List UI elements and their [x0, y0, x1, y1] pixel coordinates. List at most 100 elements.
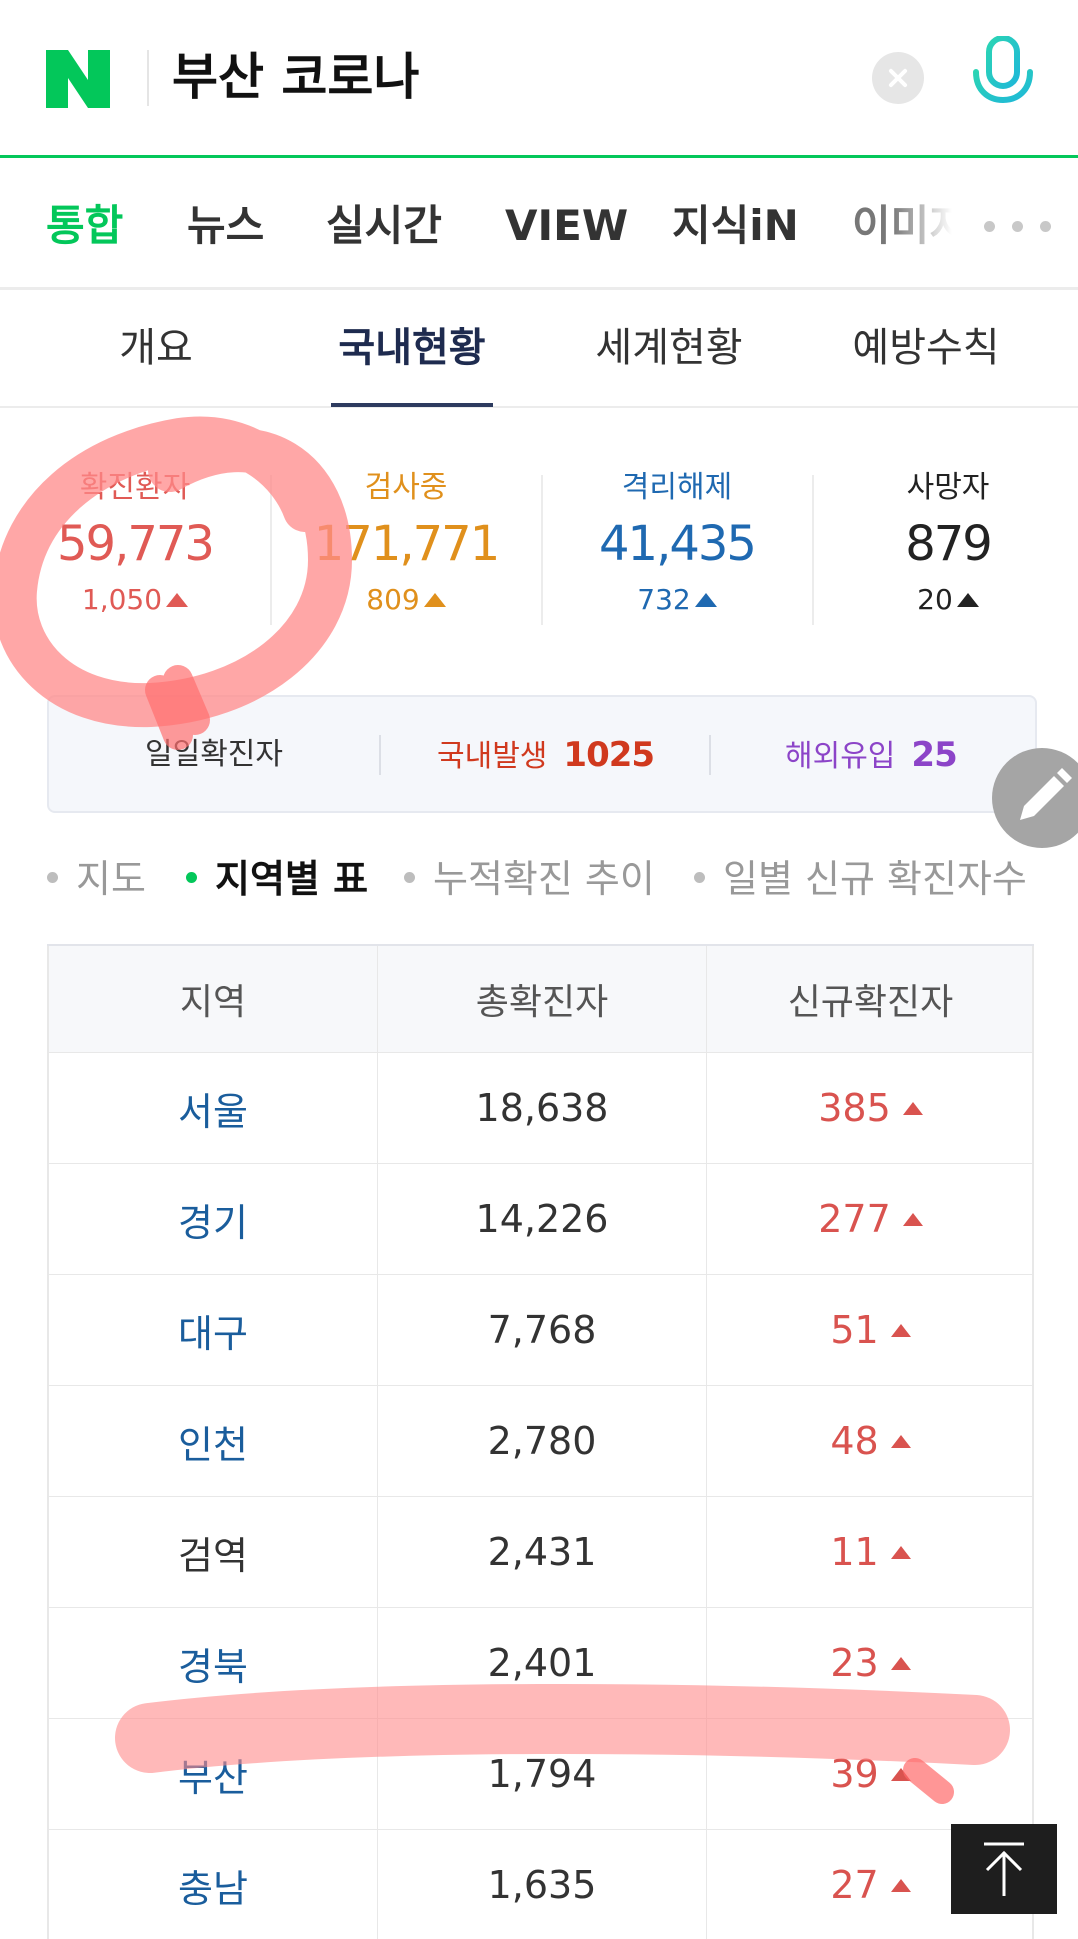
total-cell: 7,768: [378, 1275, 707, 1385]
increase-icon: [890, 1434, 911, 1448]
tab-kin[interactable]: 지식iN: [672, 201, 799, 250]
increase-icon: [694, 593, 717, 607]
clear-search-button[interactable]: [872, 52, 924, 104]
subtab-world[interactable]: 세계현황: [595, 325, 743, 371]
new-cell: 51: [707, 1275, 1034, 1385]
increase-icon: [890, 1767, 911, 1781]
subtab-domestic[interactable]: 국내현황: [338, 325, 486, 371]
region-link[interactable]: 서울: [178, 1089, 248, 1134]
covid-subtabs: 개요 국내현황 세계현황 예방수칙: [0, 290, 1078, 408]
total-cell: 2,401: [378, 1608, 707, 1718]
search-input[interactable]: 부산 코로나: [172, 48, 420, 106]
new-cell: 27: [707, 1830, 1034, 1939]
tab-realtime[interactable]: 실시간: [326, 201, 442, 250]
table-header: 지역 총확진자 신규확진자: [47, 946, 1034, 1053]
increase-icon: [902, 1101, 923, 1115]
table-row: 검역 2,431 11: [47, 1497, 1034, 1608]
daily-confirmed-box: 일일확진자 국내발생 1025 해외유입 25: [47, 695, 1037, 813]
tab-image[interactable]: 이미지: [852, 201, 952, 250]
table-row: 서울 18,638 385: [47, 1053, 1034, 1164]
increase-icon: [890, 1878, 911, 1892]
daily-divider: [709, 735, 711, 775]
stat-delta: 20: [813, 578, 1078, 622]
new-cell: 277: [707, 1164, 1034, 1274]
table-row: 경기 14,226 277: [47, 1164, 1034, 1275]
bullet-icon: [404, 872, 415, 883]
stat-label: 격리해제: [621, 470, 733, 505]
region-link[interactable]: 충남: [178, 1866, 248, 1911]
tab-view[interactable]: VIEW: [505, 201, 629, 250]
stat-delta: 809: [271, 578, 541, 622]
increase-icon: [890, 1323, 911, 1337]
increase-icon: [902, 1212, 923, 1226]
increase-icon: [890, 1656, 911, 1670]
new-cell: 39: [707, 1719, 1034, 1829]
total-cell: 2,431: [378, 1497, 707, 1607]
region-link[interactable]: 인천: [178, 1422, 248, 1467]
arrow-up-to-top-icon: [984, 1842, 1024, 1896]
region-table: 지역 총확진자 신규확진자 서울 18,638 385 경기 14,226 27…: [47, 944, 1034, 1939]
daily-domestic: 국내발생 1025: [437, 735, 655, 775]
daily-domestic-value: 1025: [563, 735, 655, 775]
edit-button[interactable]: [992, 748, 1078, 848]
region-link[interactable]: 부산: [178, 1755, 248, 1800]
stat-label: 사망자: [906, 470, 990, 505]
region-link[interactable]: 대구: [178, 1311, 248, 1356]
subtab-overview[interactable]: 개요: [119, 325, 193, 371]
total-cell: 14,226: [378, 1164, 707, 1274]
option-region-table[interactable]: 지역별 표: [186, 852, 368, 906]
new-cell: 48: [707, 1386, 1034, 1496]
stat-value: 171,771: [313, 516, 501, 572]
total-cell: 18,638: [378, 1053, 707, 1163]
increase-icon: [166, 593, 189, 607]
daily-overseas-value: 25: [911, 735, 957, 775]
region-label: 검역: [178, 1533, 248, 1578]
daily-label: 일일확진자: [145, 737, 283, 772]
region-link[interactable]: 경기: [178, 1200, 248, 1245]
increase-icon: [423, 593, 446, 607]
stat-value: 59,773: [57, 516, 215, 572]
increase-icon: [890, 1545, 911, 1559]
new-cell: 385: [707, 1053, 1034, 1163]
scroll-to-top-button[interactable]: [951, 1824, 1057, 1914]
new-cell: 23: [707, 1608, 1034, 1718]
total-cell: 2,780: [378, 1386, 707, 1496]
header-new: 신규확진자: [787, 982, 954, 1023]
tab-news[interactable]: 뉴스: [187, 201, 265, 250]
table-row: 충남 1,635 27: [47, 1830, 1034, 1939]
stat-label: 확진환자: [79, 470, 191, 505]
total-cell: 1,794: [378, 1719, 707, 1829]
header-region: 지역: [49, 946, 378, 1052]
subtab-prevention[interactable]: 예방수칙: [852, 325, 1000, 371]
option-cumulative-trend[interactable]: 누적확진 추이: [404, 852, 655, 906]
search-bar: 부산 코로나: [0, 0, 1078, 158]
daily-divider: [379, 735, 381, 775]
search-divider: [147, 50, 149, 106]
stat-released: 격리해제 41,435 732: [542, 466, 812, 622]
table-row: 인천 2,780 48: [47, 1386, 1034, 1497]
bullet-icon: [694, 872, 705, 883]
active-subtab-indicator: [331, 403, 493, 407]
tab-all[interactable]: 통합: [46, 201, 124, 250]
bullet-icon: [186, 872, 197, 883]
option-daily-new[interactable]: 일별 신규 확진자수: [694, 852, 1027, 906]
table-row: 부산 1,794 39: [47, 1719, 1034, 1830]
increase-icon: [956, 593, 979, 607]
region-link[interactable]: 경북: [178, 1644, 248, 1689]
table-row: 대구 7,768 51: [47, 1275, 1034, 1386]
option-map[interactable]: 지도: [47, 852, 146, 906]
stat-divider: [812, 475, 814, 625]
microphone-icon[interactable]: [970, 36, 1036, 118]
daily-overseas: 해외유입 25: [785, 735, 958, 775]
naver-n-logo-icon[interactable]: [46, 50, 110, 108]
stat-divider: [541, 475, 543, 625]
search-tabs: 통합 뉴스 실시간 VIEW 지식iN 이미지: [0, 158, 1078, 290]
stat-delta: 1,050: [0, 578, 270, 622]
stat-deaths: 사망자 879 20: [813, 466, 1078, 622]
stat-value: 41,435: [599, 516, 757, 572]
stat-confirmed: 확진환자 59,773 1,050: [0, 466, 270, 622]
header-total: 총확진자: [378, 946, 707, 1052]
bullet-icon: [47, 872, 58, 883]
more-tabs-icon[interactable]: [984, 216, 1054, 236]
pencil-icon: [1020, 768, 1072, 820]
